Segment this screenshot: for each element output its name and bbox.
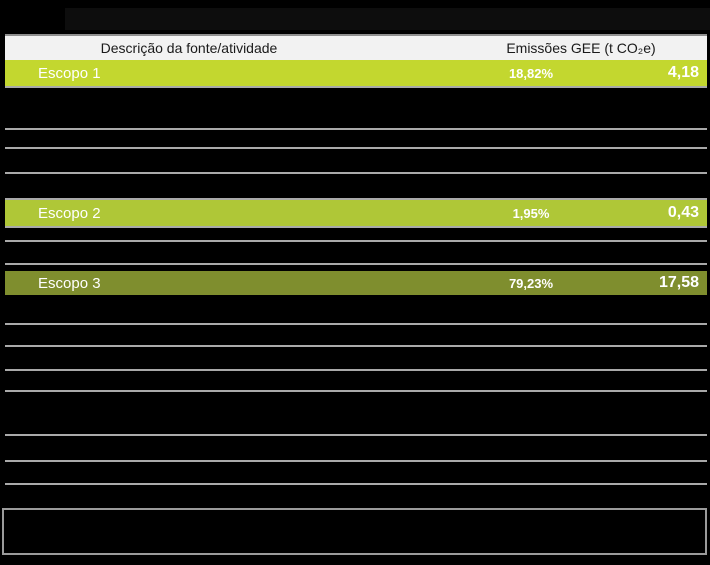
table-row-blank	[5, 462, 707, 485]
table-row-blank	[5, 88, 707, 130]
table-row-blank	[5, 347, 707, 371]
row-escopo-1: Escopo 1 18,82% 4,18	[5, 60, 707, 88]
header-emissions-column: Emissões GEE (t CO₂e)	[506, 40, 656, 56]
top-dark-band	[65, 8, 710, 30]
table-row-blank	[5, 371, 707, 392]
row-escopo-2: Escopo 2 1,95% 0,43	[5, 200, 707, 228]
table-row-blank	[5, 228, 707, 242]
table-row-blank	[5, 174, 707, 200]
table-row-blank	[5, 130, 707, 149]
escopo-1-percent: 18,82%	[508, 65, 554, 81]
table-row-blank	[5, 242, 707, 265]
escopo-1-label: Escopo 1	[38, 64, 101, 82]
header-description-column: Descrição da fonte/atividade	[100, 40, 278, 56]
table-row-blank	[5, 149, 707, 174]
table-row-blank	[5, 392, 707, 436]
table-header-row: Descrição da fonte/atividade Emissões GE…	[5, 34, 707, 60]
row-escopo-3: Escopo 3 79,23% 17,58	[5, 271, 707, 295]
table-row-blank	[5, 265, 707, 271]
escopo-2-value: 0,43	[667, 204, 699, 221]
escopo-2-label: Escopo 2	[38, 204, 101, 222]
table-row-blank	[5, 436, 707, 462]
table-row-blank	[5, 325, 707, 347]
footer-empty-box	[2, 508, 707, 555]
table-row-blank	[5, 295, 707, 325]
escopo-1-value: 4,18	[667, 64, 699, 81]
emissions-table: Descrição da fonte/atividade Emissões GE…	[5, 34, 707, 485]
escopo-2-percent: 1,95%	[512, 205, 550, 221]
escopo-3-percent: 79,23%	[508, 275, 554, 291]
escopo-3-label: Escopo 3	[38, 274, 101, 292]
escopo-3-value: 17,58	[658, 274, 699, 291]
